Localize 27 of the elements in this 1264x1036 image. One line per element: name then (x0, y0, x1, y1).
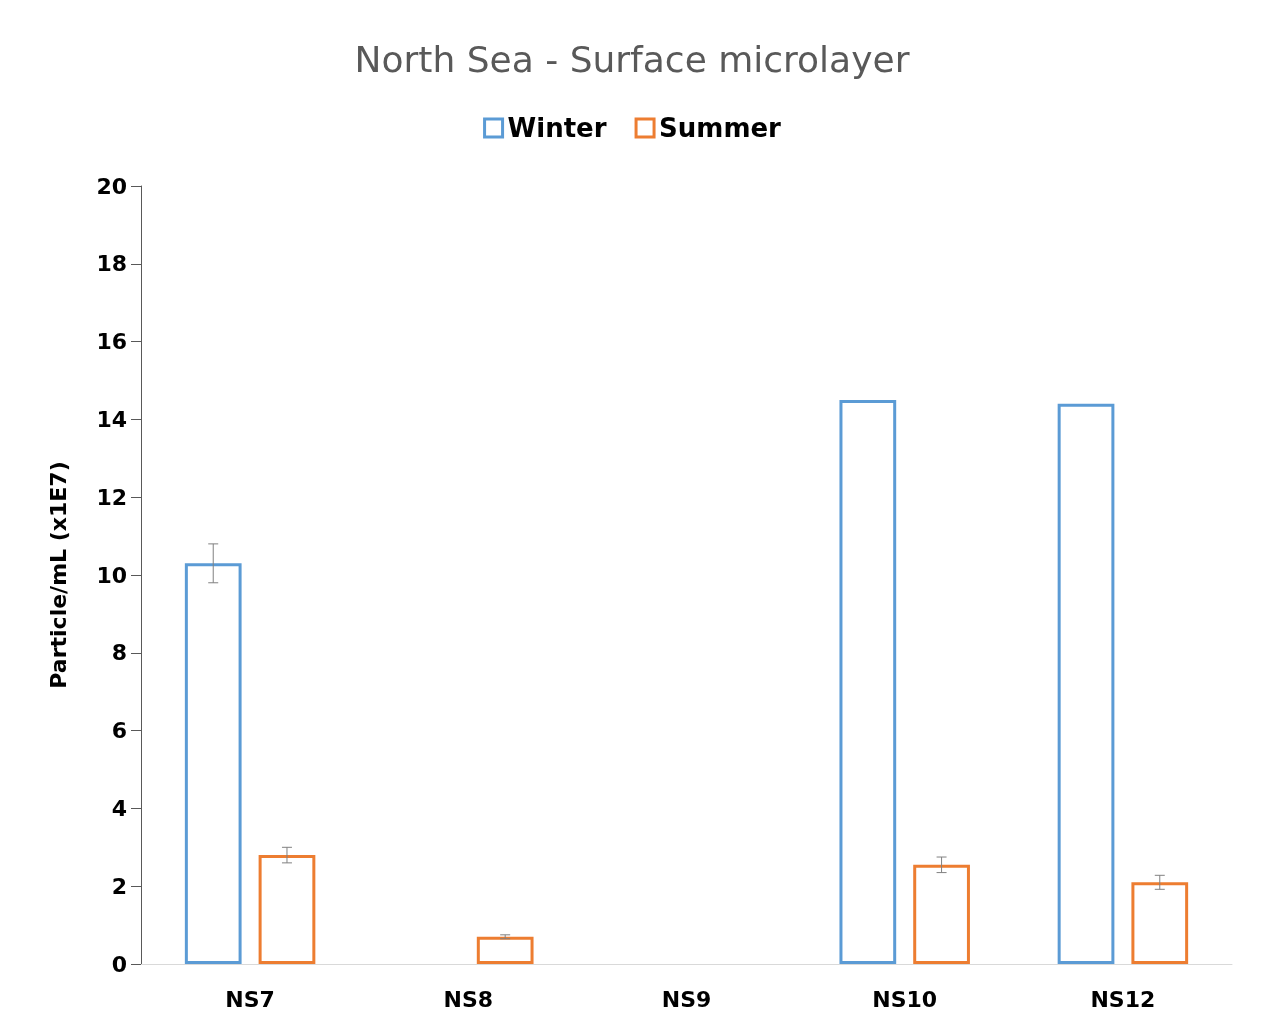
y-tick-label: 20 (96, 173, 127, 199)
y-tick-label: 2 (111, 873, 127, 899)
bar (184, 563, 242, 964)
x-tick-label: NS10 (872, 986, 938, 1012)
chart-title: North Sea - Surface microlayer (354, 38, 910, 80)
y-axis-title: Particle/mL (x1E7) (45, 461, 71, 689)
legend-label: Winter (507, 113, 607, 143)
y-tick-label: 10 (96, 562, 127, 588)
bar (476, 936, 534, 964)
x-tick-label: NS9 (661, 986, 712, 1012)
bar (1131, 882, 1189, 964)
y-tick-label: 6 (111, 718, 127, 744)
bar (839, 399, 897, 964)
bar (258, 855, 316, 964)
bar (1057, 403, 1115, 964)
y-tick-label: 18 (96, 251, 127, 277)
x-tick-label: NS12 (1090, 986, 1156, 1012)
y-tick-label: 0 (111, 951, 127, 977)
y-tick-label: 8 (111, 640, 127, 666)
y-tick-label: 12 (96, 484, 127, 510)
y-tick-label: 16 (96, 329, 127, 355)
y-tick-label: 4 (111, 795, 127, 821)
bar (913, 864, 970, 964)
x-tick-label: NS7 (225, 986, 275, 1012)
y-tick-label: 14 (96, 406, 127, 432)
x-tick-label: NS8 (443, 986, 494, 1012)
legend-label: Summer (659, 113, 782, 143)
